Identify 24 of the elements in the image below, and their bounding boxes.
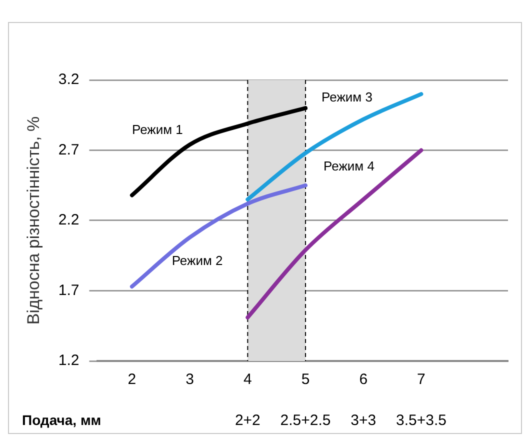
series-label: Режим 3 — [322, 90, 372, 105]
series-label: Режим 2 — [172, 252, 223, 268]
text: 2+2 — [234, 412, 260, 430]
line-series — [246, 148, 424, 320]
series-label: Режим 4 — [324, 158, 374, 174]
x-tick-label: 7 — [417, 371, 426, 388]
y-axis-title: Відносна різностінність, % — [24, 116, 43, 325]
y-tick-label: 3.2 — [58, 71, 80, 88]
x-tick-label: 4 — [243, 371, 252, 388]
line-series — [246, 92, 424, 202]
y-tick-label: 1.7 — [58, 282, 80, 299]
y-tick-label: 1.2 — [58, 352, 80, 370]
x-tick-label: 2 — [128, 371, 136, 388]
series-label: Режим 1 — [132, 122, 183, 137]
text: 3.5+3.5 — [396, 412, 446, 430]
x-tick-label: 5 — [301, 371, 310, 388]
y-tick-label: 2.2 — [58, 212, 80, 229]
x-tick-label: 3 — [186, 371, 194, 388]
line-series — [130, 183, 308, 289]
x-axis-title: Подача, мм — [22, 412, 102, 428]
text: 3+3 — [350, 412, 376, 430]
x-tick-label: 6 — [359, 371, 368, 388]
y-tick-label: 2.7 — [58, 141, 80, 158]
text: 2.5+2.5 — [280, 412, 331, 430]
